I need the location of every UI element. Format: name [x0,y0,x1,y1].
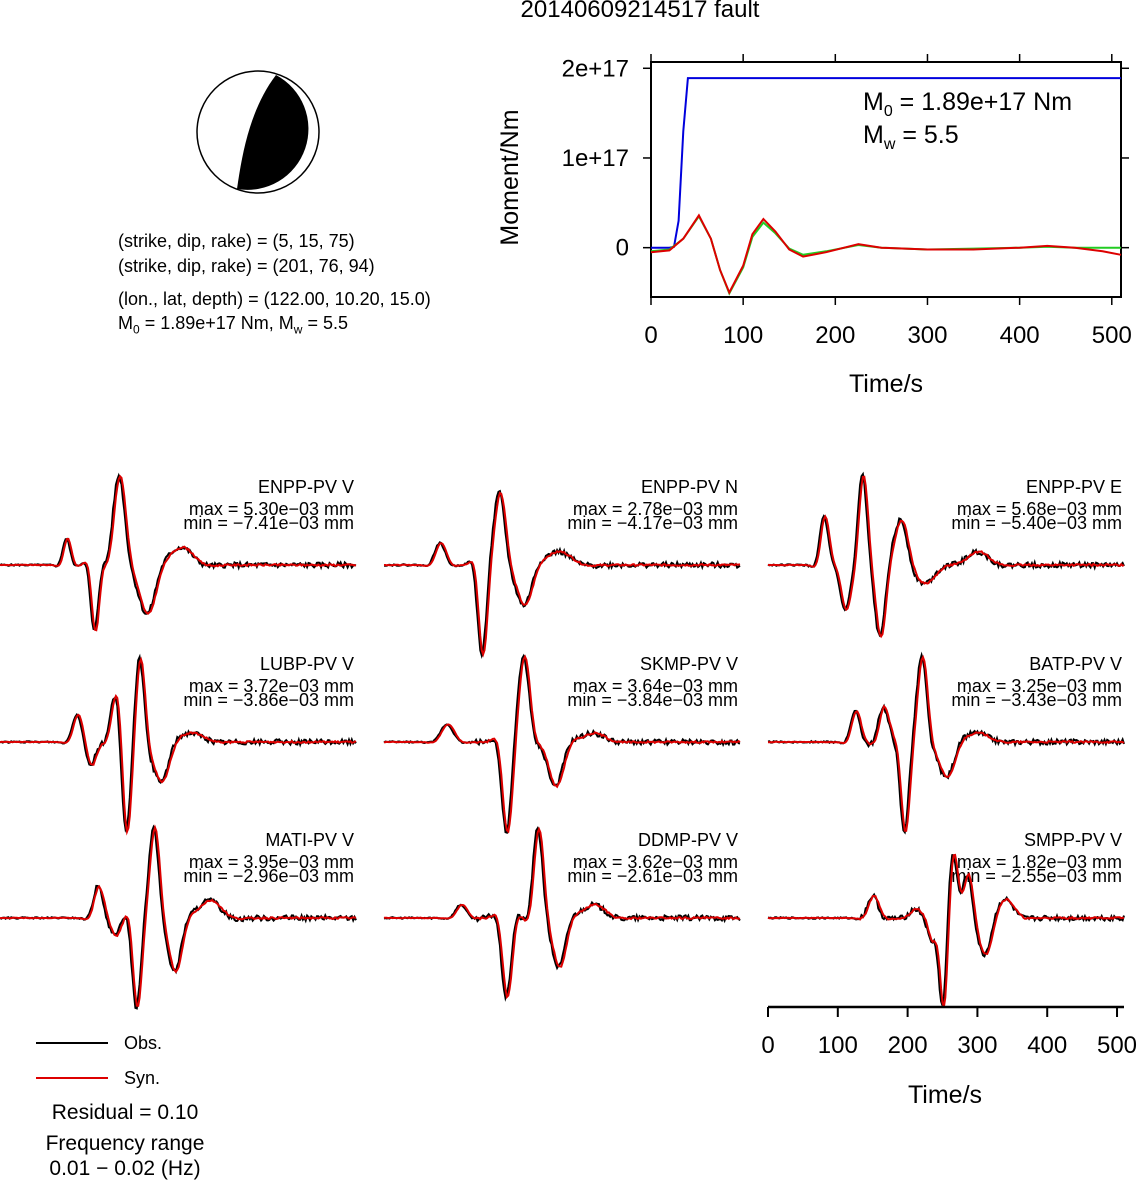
max-label: max = 1.82e−03 mm [957,852,1122,872]
m0-annotation: M0 = 1.89e+17 Nm [863,88,1072,120]
synthetic-trace [767,475,1125,639]
x-tick-label: 500 [1092,322,1132,349]
series-line-1 [650,214,1121,296]
min-label: min = −5.40e−03 mm [951,513,1122,533]
x-tick-label: 400 [1000,322,1040,349]
frequency-range: 0.01 − 0.02 (Hz) [49,1157,201,1180]
figure-title: 20140609214517 fault [520,0,760,23]
min-label: min = −3.86e−03 mm [183,690,354,710]
min-label: min = −4.17e−03 mm [567,513,738,533]
mw-annotation: Mw = 5.5 [863,121,959,153]
max-label: max = 5.68e−03 mm [957,499,1122,519]
nodal-plane-1: (strike, dip, rake) = (5, 15, 75) [118,231,355,251]
x-tick-label: 100 [723,322,763,349]
time-axis-tick-label: 300 [957,1032,997,1059]
max-label: max = 3.72e−03 mm [189,676,354,696]
max-label: max = 3.64e−03 mm [573,676,738,696]
max-label: max = 3.95e−03 mm [189,852,354,872]
y-axis-label: Moment/Nm [496,109,524,245]
time-axis-tick-label: 200 [888,1032,928,1059]
min-label: min = −3.43e−03 mm [951,690,1122,710]
legend-obs-label: Obs. [124,1033,162,1053]
beachball-icon [196,70,320,194]
synthetic-trace [383,826,741,999]
min-label: min = −2.61e−03 mm [567,866,738,886]
x-tick-label: 200 [815,322,855,349]
min-label: min = −2.96e−03 mm [183,866,354,886]
series-line-0 [651,77,1121,249]
time-axis-tick-label: 500 [1097,1032,1137,1059]
y-tick-label: 2e+17 [562,55,629,82]
station-label: LUBP-PV V [260,654,354,674]
max-label: max = 3.62e−03 mm [573,852,738,872]
synthetic-trace [767,654,1125,832]
station-label: BATP-PV V [1029,654,1122,674]
frequency-title: Frequency range [45,1132,205,1155]
nodal-plane-2: (strike, dip, rake) = (201, 76, 94) [118,256,375,276]
station-label: ENPP-PV V [258,477,354,497]
moment-chart: 0 100 200 300 400 500 0 1e+17 2e+17 Time/s Moment/… [496,54,1132,398]
station-label: ENPP-PV N [641,477,738,497]
station-label: SKMP-PV V [640,654,738,674]
synthetic-trace [384,491,741,658]
max-label: max = 5.30e−03 mm [189,499,354,519]
min-label: min = −2.55e−03 mm [951,866,1122,886]
max-label: max = 2.78e−03 mm [573,499,738,519]
station-label: SMPP-PV V [1024,830,1122,850]
location-text: (lon., lat, depth) = (122.00, 10.20, 15.… [118,289,431,309]
min-label: min = −3.84e−03 mm [567,690,738,710]
station-label: MATI-PV V [265,830,354,850]
moment-plot-frame [650,61,1122,298]
max-label: max = 3.25e−03 mm [957,676,1122,696]
min-label: min = −7.41e−03 mm [183,513,354,533]
y-tick-label: 1e+17 [562,145,629,172]
x-axis-label: Time/s [849,370,923,398]
x-tick-label: 300 [907,322,947,349]
synthetic-trace [0,656,357,836]
residual-text: Residual = 0.10 [51,1101,199,1124]
station-label: DDMP-PV V [638,830,738,850]
synthetic-trace [0,474,357,632]
y-tick-label: 0 [616,235,629,262]
moment-magnitude-text: M0 = 1.89e+17 Nm, Mw = 5.5 [118,313,349,337]
synthetic-trace [767,853,1125,1008]
series-line-2 [650,213,1122,295]
legend: Obs. Syn. [36,1033,162,1088]
time-axis-tick-label: 100 [818,1032,858,1059]
x-tick-label: 0 [644,322,657,349]
synthetic-trace [0,824,357,1007]
time-axis-tick-label: 400 [1027,1032,1067,1059]
time-axis-label: Time/s [908,1081,982,1109]
station-label: ENPP-PV E [1026,477,1122,497]
synthetic-trace [383,654,741,834]
time-axis-tick-label: 0 [761,1032,774,1059]
legend-syn-label: Syn. [124,1068,160,1088]
